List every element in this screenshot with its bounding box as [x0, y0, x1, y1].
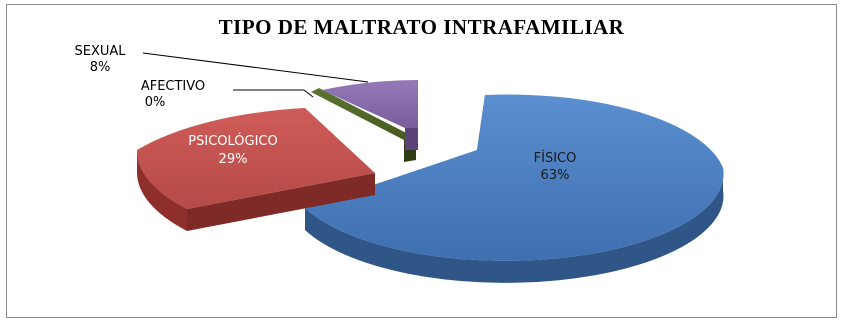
slice-sexual — [322, 80, 418, 150]
label-psicologico-value: 29% — [219, 152, 248, 167]
slice-fisico — [305, 94, 724, 283]
label-afectivo-value: 0% — [145, 95, 166, 110]
slice-sexual-top — [322, 80, 418, 128]
slice-psicologico-side — [136, 150, 187, 231]
slice-afectivo-top — [311, 88, 416, 140]
label-sexual-value: 8% — [90, 60, 111, 75]
label-fisico-name: FÍSICO — [534, 150, 577, 166]
slice-sexual-side — [405, 128, 418, 150]
label-sexual-name: SEXUAL — [74, 44, 126, 59]
label-afectivo-name: AFECTIVO — [141, 79, 205, 94]
slice-psicologico — [136, 108, 375, 231]
label-fisico-value: 63% — [541, 168, 570, 183]
label-psicologico-name: PSICOLÓGICO — [188, 133, 277, 149]
chart-title: TIPO DE MALTRATO INTRAFAMILIAR — [218, 15, 625, 39]
slice-fisico-top — [305, 94, 724, 261]
leader-line-sexual — [142, 52, 369, 83]
slice-fisico-side — [305, 168, 724, 283]
slice-psicologico-side-front — [187, 173, 375, 231]
slice-psicologico-top — [136, 108, 375, 209]
